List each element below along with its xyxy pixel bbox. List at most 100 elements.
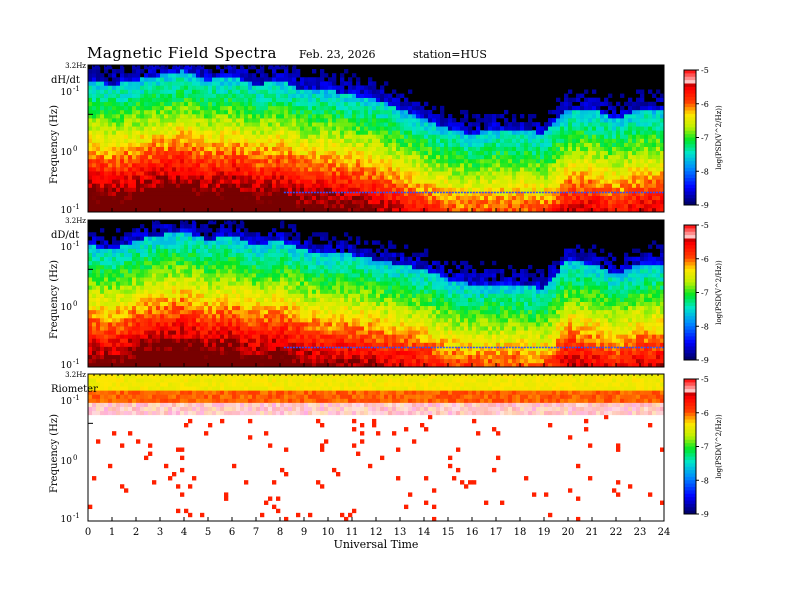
spectrogram-cell: [344, 69, 349, 74]
spectrogram-cell: [292, 146, 297, 152]
spectrogram-cell: [644, 207, 649, 213]
spectrogram-cell: [104, 122, 109, 127]
spectrogram-cell: [248, 167, 253, 172]
spectrogram-cell: [344, 101, 349, 107]
spectrogram-cell: [112, 244, 117, 249]
spectrogram-cell: [580, 163, 585, 168]
spectrogram-cell: [656, 167, 661, 172]
spectrogram-cell: [128, 318, 133, 323]
spectrogram-cell: [104, 179, 109, 184]
spectrogram-cell: [268, 134, 273, 139]
spectrogram-cell: [120, 77, 125, 82]
spectrogram-cell: [448, 138, 453, 143]
spectrogram-cell: [436, 207, 441, 213]
spectrogram-cell: [520, 134, 525, 139]
spectrogram-cell: [324, 109, 329, 115]
spectrogram-cell: [460, 175, 465, 180]
spectrogram-cell: [532, 207, 537, 213]
spectrogram-cell: [496, 142, 501, 147]
spectrogram-cell: [296, 167, 301, 172]
spectrogram-cell: [640, 158, 645, 164]
spectrogram-cell: [100, 342, 105, 347]
spectrogram-cell: [400, 179, 405, 184]
spectrogram-cell: [392, 167, 397, 172]
spectrogram-cell: [240, 81, 245, 86]
spectrogram-cell: [116, 269, 121, 274]
colorbar-swatch: [684, 120, 696, 125]
spectrogram-cell: [620, 163, 625, 168]
spectrogram-cell: [180, 81, 185, 86]
spectrogram-cell: [616, 183, 621, 188]
spectrogram-cell: [144, 118, 149, 123]
spectrogram-cell: [412, 199, 417, 205]
spectrogram-cell: [216, 118, 221, 123]
spectrogram-cell: [124, 330, 129, 335]
spectrogram-cell: [416, 130, 421, 135]
spectrogram-cell: [212, 150, 217, 156]
spectrogram-cell: [188, 203, 193, 209]
spectrogram-cell: [300, 146, 305, 152]
spectrogram-cell: [404, 183, 409, 188]
spectrogram-cell: [196, 158, 201, 164]
spectrogram-cell: [588, 101, 593, 107]
spectrogram-cell: [276, 114, 281, 119]
spectrogram-cell: [412, 163, 417, 168]
spectrogram-cell: [484, 118, 489, 123]
spectrogram-cell: [204, 118, 209, 123]
spectrogram-cell: [192, 191, 197, 196]
spectrogram-cell: [408, 179, 413, 184]
spectrogram-cell: [492, 191, 497, 196]
spectrogram-cell: [408, 130, 413, 135]
spectrogram-cell: [640, 199, 645, 205]
spectrogram-cell: [140, 260, 145, 266]
spectrogram-cell: [300, 138, 305, 143]
spectrogram-cell: [132, 101, 137, 107]
spectrogram-cell: [576, 158, 581, 164]
spectrogram-cell: [352, 167, 357, 172]
spectrogram-cell: [472, 179, 477, 184]
spectrogram-cell: [148, 187, 153, 192]
spectrogram-cell: [204, 179, 209, 184]
spectrogram-cell: [404, 101, 409, 107]
spectrogram-cell: [124, 89, 129, 94]
spectrogram-cell: [496, 175, 501, 180]
spectrogram-cell: [544, 150, 549, 156]
spectrogram-cell: [344, 191, 349, 196]
spectrogram-cell: [340, 105, 345, 111]
spectrogram-cell: [88, 318, 93, 323]
spectrogram-cell: [520, 171, 525, 176]
spectrogram-cell: [332, 97, 337, 103]
spectrogram-cell: [220, 81, 225, 86]
spectrogram-cell: [248, 175, 253, 180]
spectrogram-cell: [88, 158, 93, 164]
spectrogram-cell: [232, 65, 237, 70]
spectrogram-cell: [564, 114, 569, 119]
spectrogram-cell: [648, 138, 653, 143]
spectrogram-cell: [188, 77, 193, 82]
spectrogram-cell: [128, 346, 133, 351]
spectrogram-cell: [532, 195, 537, 201]
spectrogram-cell: [256, 77, 261, 82]
spectrogram-cell: [444, 171, 449, 176]
spectrogram-cell: [632, 150, 637, 156]
spectrogram-cell: [420, 163, 425, 168]
spectrogram-cell: [276, 203, 281, 209]
spectrogram-cell: [212, 199, 217, 205]
spectrogram-cell: [412, 138, 417, 143]
spectrogram-cell: [324, 195, 329, 201]
spectrogram-cell: [128, 297, 133, 302]
spectrogram-cell: [344, 207, 349, 213]
spectrogram-cell: [352, 187, 357, 192]
spectrogram-cell: [340, 97, 345, 103]
spectrogram-cell: [596, 207, 601, 213]
spectrogram-cell: [420, 207, 425, 213]
spectrogram-cell: [508, 171, 513, 176]
spectrogram-cell: [472, 195, 477, 201]
colorbar-swatch: [684, 130, 696, 135]
spectrogram-cell: [128, 330, 133, 335]
spectrogram-cell: [92, 305, 97, 311]
spectrogram-cell: [104, 260, 109, 266]
spectrogram-cell: [360, 199, 365, 205]
spectrogram-cell: [288, 138, 293, 143]
spectrogram-cell: [136, 358, 141, 364]
